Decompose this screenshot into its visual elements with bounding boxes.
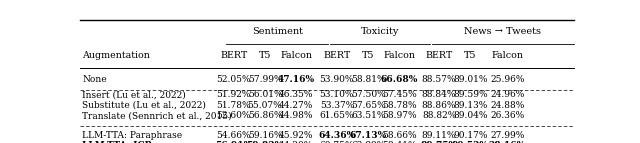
Text: 89.13%: 89.13%	[453, 101, 488, 110]
Text: 26.36%: 26.36%	[490, 111, 525, 120]
Text: Falcon: Falcon	[383, 51, 415, 60]
Text: Insert (Lu et al., 2022): Insert (Lu et al., 2022)	[83, 90, 186, 99]
Text: 89.11%: 89.11%	[422, 131, 456, 140]
Text: Falcon: Falcon	[280, 51, 312, 60]
Text: News → Tweets: News → Tweets	[465, 27, 541, 36]
Text: 54.66%: 54.66%	[216, 131, 251, 140]
Text: 61.65%: 61.65%	[319, 111, 355, 120]
Text: 58.66%: 58.66%	[382, 131, 417, 140]
Text: 55.07%: 55.07%	[248, 101, 282, 110]
Text: 57.50%: 57.50%	[351, 90, 385, 99]
Text: LLM-TTA: Paraphrase: LLM-TTA: Paraphrase	[83, 131, 182, 140]
Text: T5: T5	[362, 51, 374, 60]
Text: 57.99%: 57.99%	[248, 75, 282, 84]
Text: 53.37%: 53.37%	[320, 101, 354, 110]
Text: 58.78%: 58.78%	[382, 101, 417, 110]
Text: 25.96%: 25.96%	[490, 75, 525, 84]
Text: 52.05%: 52.05%	[216, 75, 251, 84]
Text: T5: T5	[259, 51, 271, 60]
Text: 88.84%: 88.84%	[422, 90, 456, 99]
Text: 89.75%: 89.75%	[420, 141, 458, 143]
Text: BERT: BERT	[426, 51, 452, 60]
Text: 24.96%: 24.96%	[490, 90, 525, 99]
Text: T5: T5	[464, 51, 477, 60]
Text: BERT: BERT	[323, 51, 351, 60]
Text: 58.81%: 58.81%	[351, 75, 385, 84]
Text: None: None	[83, 75, 107, 84]
Text: Sentiment: Sentiment	[252, 27, 303, 36]
Text: 57.45%: 57.45%	[382, 90, 417, 99]
Text: 58.97%: 58.97%	[382, 111, 417, 120]
Text: 53.10%: 53.10%	[319, 90, 354, 99]
Text: 64.36%: 64.36%	[318, 131, 356, 140]
Text: 46.35%: 46.35%	[279, 90, 314, 99]
Text: 24.88%: 24.88%	[490, 101, 525, 110]
Text: LLM-TTA: ICR: LLM-TTA: ICR	[83, 141, 152, 143]
Text: 56.91%: 56.91%	[215, 141, 252, 143]
Text: 88.82%: 88.82%	[422, 111, 456, 120]
Text: 60.75%: 60.75%	[319, 141, 355, 143]
Text: Toxicity: Toxicity	[361, 27, 399, 36]
Text: 28.16%: 28.16%	[489, 141, 526, 143]
Text: 89.59%: 89.59%	[453, 90, 488, 99]
Text: Substitute (Lu et al., 2022): Substitute (Lu et al., 2022)	[83, 101, 206, 110]
Text: 58.41%: 58.41%	[382, 141, 417, 143]
Text: 88.86%: 88.86%	[422, 101, 456, 110]
Text: 63.51%: 63.51%	[351, 111, 385, 120]
Text: 88.57%: 88.57%	[422, 75, 456, 84]
Text: 53.90%: 53.90%	[319, 75, 354, 84]
Text: 51.92%: 51.92%	[216, 90, 251, 99]
Text: 44.98%: 44.98%	[279, 111, 314, 120]
Text: 90.53%: 90.53%	[452, 141, 489, 143]
Text: 63.89%: 63.89%	[351, 141, 385, 143]
Text: 44.20%: 44.20%	[279, 141, 314, 143]
Text: 90.17%: 90.17%	[453, 131, 488, 140]
Text: 57.65%: 57.65%	[351, 101, 385, 110]
Text: 67.13%: 67.13%	[349, 131, 387, 140]
Text: 51.78%: 51.78%	[216, 101, 251, 110]
Text: 27.99%: 27.99%	[490, 131, 525, 140]
Text: 47.16%: 47.16%	[278, 75, 315, 84]
Text: 56.86%: 56.86%	[248, 111, 282, 120]
Text: BERT: BERT	[220, 51, 248, 60]
Text: Falcon: Falcon	[492, 51, 524, 60]
Text: 44.27%: 44.27%	[279, 101, 314, 110]
Text: 89.04%: 89.04%	[453, 111, 488, 120]
Text: 59.83%: 59.83%	[246, 141, 284, 143]
Text: Translate (Sennrich et al., 2015): Translate (Sennrich et al., 2015)	[83, 111, 232, 120]
Text: 66.68%: 66.68%	[381, 75, 418, 84]
Text: 89.01%: 89.01%	[453, 75, 488, 84]
Text: 45.92%: 45.92%	[279, 131, 314, 140]
Text: 56.01%: 56.01%	[248, 90, 282, 99]
Text: 59.16%: 59.16%	[248, 131, 282, 140]
Text: Augmentation: Augmentation	[83, 51, 150, 60]
Text: 52.60%: 52.60%	[216, 111, 251, 120]
